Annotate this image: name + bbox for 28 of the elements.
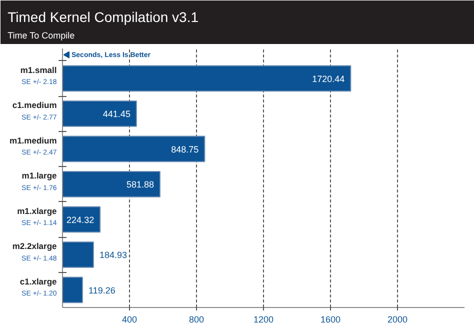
x-tick-label: 2000	[387, 314, 408, 324]
data-label: 224.32	[66, 214, 94, 225]
bar	[62, 100, 137, 127]
chart-subtitle: Time To Compile	[8, 30, 75, 41]
data-label: 848.75	[171, 144, 199, 154]
bar	[62, 170, 160, 198]
x-tick-label: 1600	[320, 314, 341, 324]
data-label: 1720.44	[312, 74, 345, 84]
y-tick-label: c1.xlarge	[20, 276, 58, 286]
data-label: 119.26	[88, 285, 116, 296]
x-tick-label: 400	[122, 314, 138, 324]
data-label: 441.45	[102, 109, 130, 120]
bar	[62, 241, 94, 268]
chart-title: Timed Kernel Compilation v3.1	[8, 9, 199, 26]
y-tick-label: m2.2xlarge	[12, 241, 58, 252]
y-tick-label: m1.medium	[10, 135, 58, 146]
bar	[62, 276, 83, 304]
y-tick-label: m1.small	[20, 64, 57, 75]
y-tick-label: c1.medium	[12, 100, 58, 110]
bar	[62, 65, 352, 92]
bar	[62, 206, 101, 233]
x-tick-label: 1200	[253, 314, 274, 324]
bar	[62, 136, 206, 162]
x-tick-label: 800	[188, 314, 204, 324]
data-label: 581.88	[126, 180, 154, 190]
y-tick-label: m1.large	[22, 170, 58, 181]
data-label: 184.93	[99, 250, 128, 260]
y-tick-label: m1.xlarge	[17, 206, 58, 216]
